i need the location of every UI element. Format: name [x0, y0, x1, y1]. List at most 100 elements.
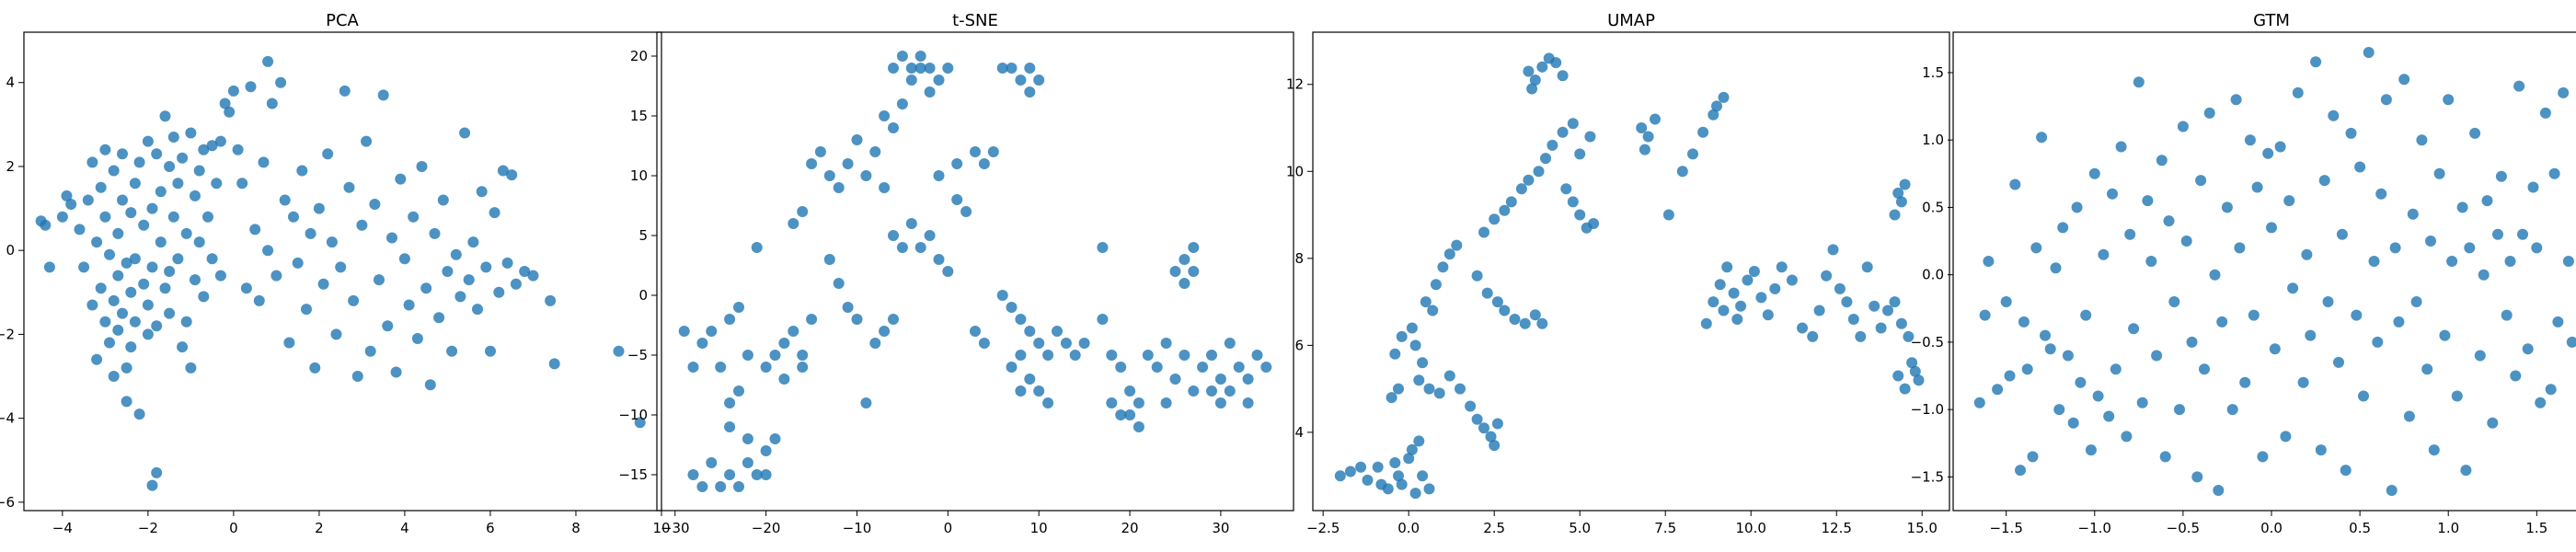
scatter-points-pca — [35, 55, 646, 491]
data-point — [1471, 413, 1483, 425]
data-point — [454, 291, 466, 303]
data-point — [2213, 485, 2225, 496]
data-point — [2004, 370, 2016, 382]
data-point — [769, 433, 781, 444]
data-point — [914, 63, 926, 74]
data-point — [1471, 270, 1483, 282]
data-point — [2098, 248, 2110, 260]
data-point — [2305, 329, 2317, 341]
y-tick-label: 10 — [630, 167, 648, 184]
data-point — [138, 278, 150, 290]
y-tick-label: 1.5 — [1922, 64, 1944, 81]
data-point — [91, 353, 103, 365]
data-point — [1344, 466, 1356, 477]
data-point — [1588, 218, 1600, 229]
data-point — [1417, 357, 1429, 369]
data-point — [2354, 161, 2366, 173]
data-point — [2403, 410, 2415, 422]
data-point — [1433, 387, 1445, 399]
data-point — [104, 337, 115, 349]
data-point — [1242, 374, 1254, 385]
data-point — [2018, 316, 2030, 328]
y-tick-label: 1.0 — [1922, 132, 1944, 148]
data-point — [2439, 329, 2451, 341]
data-point — [842, 302, 854, 313]
data-point — [806, 314, 818, 325]
data-point — [433, 312, 445, 324]
data-point — [888, 230, 899, 241]
x-tick-label: 12.5 — [1822, 520, 1852, 536]
data-point — [2428, 444, 2440, 456]
y-tick-label: 0.5 — [1922, 199, 1944, 215]
y-tick-label: 0.0 — [1922, 267, 1944, 283]
data-point — [56, 211, 68, 223]
data-point — [2244, 134, 2256, 146]
data-point — [1903, 330, 1915, 342]
data-point — [760, 445, 772, 456]
data-point — [987, 146, 999, 157]
data-point — [1396, 478, 1408, 490]
data-point — [2336, 228, 2348, 240]
data-point — [2163, 215, 2175, 227]
data-point — [129, 253, 141, 265]
data-point — [2566, 336, 2576, 348]
data-point — [914, 51, 926, 62]
y-tick-label: 4 — [1294, 424, 1304, 441]
data-point — [751, 242, 763, 253]
data-point — [1536, 61, 1548, 73]
data-point — [2443, 94, 2455, 106]
data-point — [313, 202, 325, 214]
data-point — [1417, 470, 1429, 482]
data-point — [2191, 471, 2203, 483]
data-point — [1160, 338, 1172, 349]
data-point — [374, 274, 385, 286]
data-point — [1006, 63, 1018, 74]
data-point — [687, 469, 699, 480]
data-point — [86, 156, 98, 168]
x-tick-label: 0 — [229, 520, 238, 536]
data-point — [2280, 431, 2292, 443]
data-point — [823, 254, 835, 265]
data-point — [2527, 181, 2539, 193]
axes-frame — [23, 31, 662, 512]
data-point — [2552, 316, 2564, 328]
data-point — [888, 63, 899, 74]
data-point — [1899, 383, 1911, 395]
axes-frame — [1312, 31, 1950, 512]
data-point — [1179, 350, 1190, 361]
y-tick-label: 15 — [630, 108, 648, 124]
x-tick-label: 5.0 — [1569, 520, 1591, 536]
data-point — [227, 85, 239, 97]
data-point — [164, 266, 176, 277]
data-point — [1455, 383, 1466, 395]
data-point — [2021, 363, 2033, 375]
data-point — [2386, 485, 2398, 496]
x-tick-label: 2 — [315, 520, 324, 536]
data-point — [1024, 374, 1036, 385]
data-point — [924, 63, 936, 74]
data-point — [2345, 127, 2357, 139]
data-point — [185, 127, 197, 139]
data-point — [2469, 127, 2481, 139]
data-point — [2040, 329, 2051, 341]
data-point — [95, 282, 107, 294]
data-point — [2036, 132, 2048, 144]
data-point — [262, 245, 274, 257]
data-point — [1708, 296, 1719, 308]
data-point — [1889, 296, 1901, 308]
y-tick-label: −4 — [0, 410, 15, 427]
data-point — [2358, 390, 2369, 402]
data-point — [742, 457, 753, 468]
data-point — [1430, 279, 1442, 291]
data-point — [506, 169, 518, 181]
data-point — [2251, 181, 2263, 193]
data-point — [996, 63, 1008, 74]
x-tick-label: −0.5 — [2167, 520, 2200, 536]
x-tick-label: 4 — [400, 520, 409, 536]
data-point — [715, 481, 727, 492]
data-point — [905, 63, 917, 74]
data-point — [1413, 435, 1425, 447]
data-point — [706, 326, 718, 337]
x-tick-label: 15.0 — [1907, 520, 1938, 536]
